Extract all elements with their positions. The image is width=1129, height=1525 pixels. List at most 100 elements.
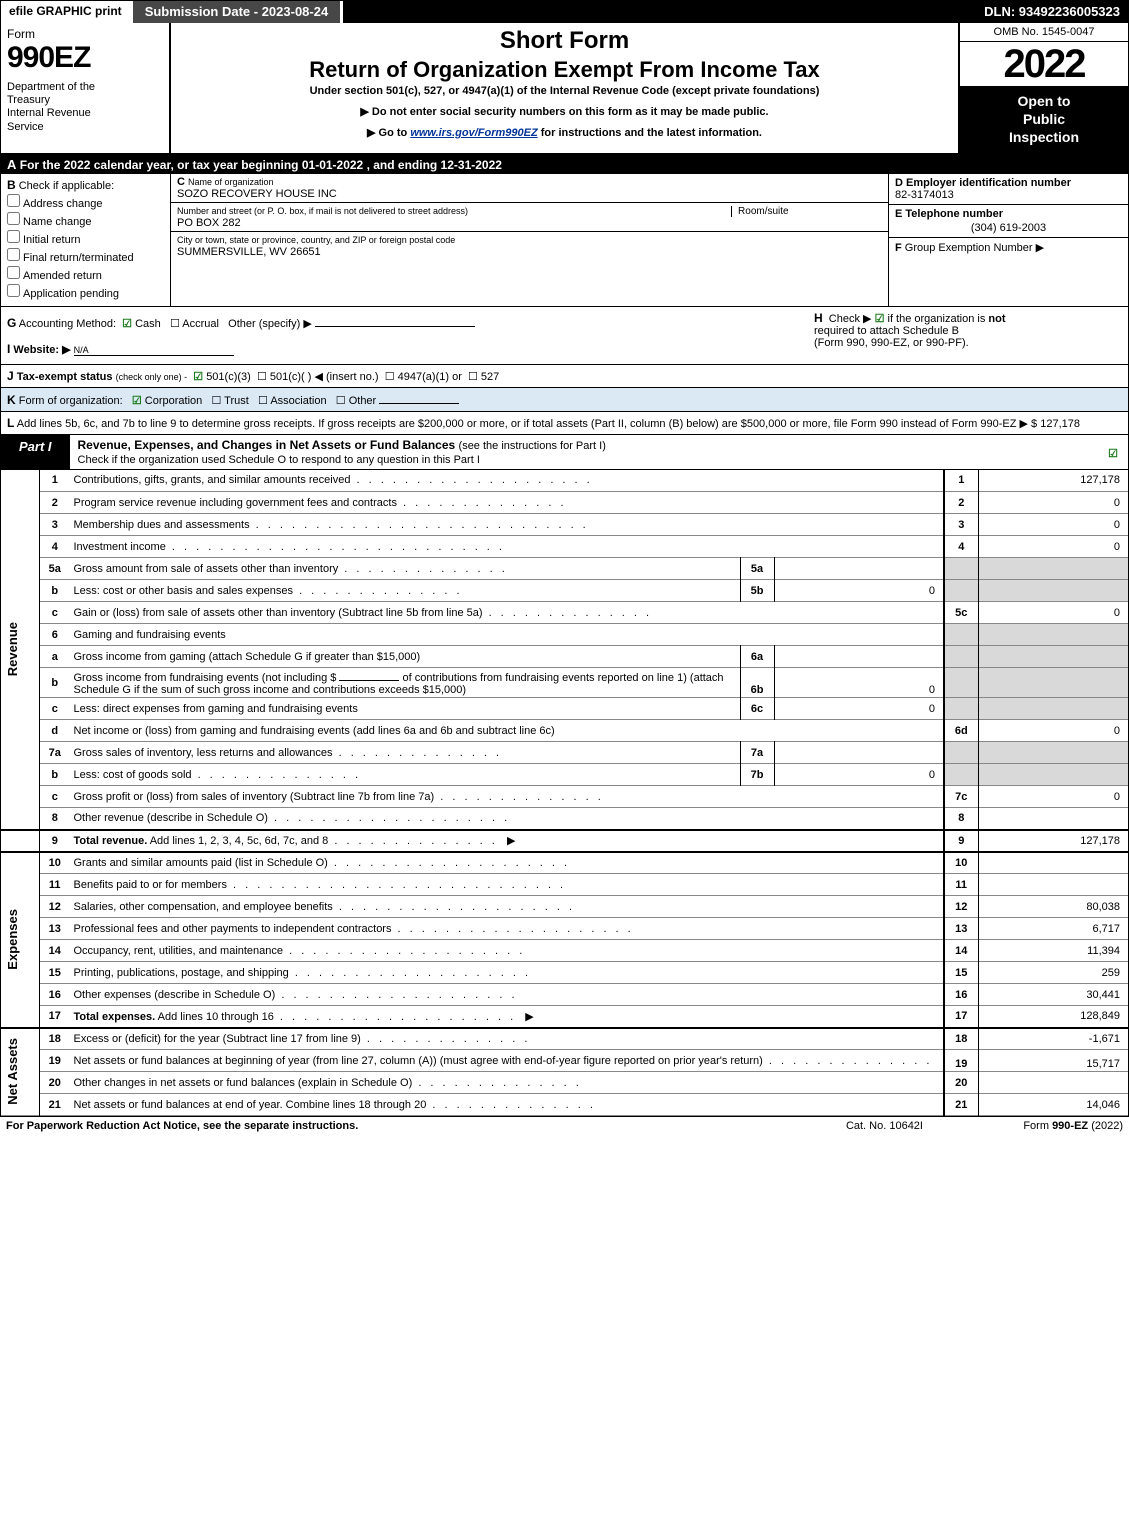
chk-amended-box[interactable] (7, 266, 20, 279)
short-form-title: Short Form (179, 27, 950, 55)
line-20: 20 Other changes in net assets or fund b… (1, 1072, 1128, 1094)
irs-link[interactable]: www.irs.gov/Form990EZ (410, 127, 537, 139)
g-side: G Accounting Method: ☑ Cash ☐ Accrual Ot… (1, 307, 808, 364)
l2-ev: 0 (978, 492, 1128, 514)
l9-arrow: ▶ (507, 835, 515, 847)
org-name: SOZO RECOVERY HOUSE INC (177, 188, 337, 200)
instruct-link: ▶ Go to www.irs.gov/Form990EZ for instru… (179, 126, 950, 139)
form-number: 990EZ (7, 41, 90, 74)
l16-desc: Other expenses (describe in Schedule O) (70, 984, 945, 1006)
l14-ev: 11,394 (978, 940, 1128, 962)
room-suite-label: Room/suite (731, 206, 789, 217)
org-address: PO BOX 282 (177, 217, 241, 229)
l17-arrow: ▶ (525, 1011, 533, 1023)
unchecked-icon: ☐ (170, 318, 180, 330)
k-label: Form of organization: (19, 395, 123, 407)
open-line1: Open to (1018, 93, 1071, 109)
chk-name[interactable]: Name change (7, 212, 164, 228)
letter-k: K (7, 393, 16, 407)
unchecked-icon: ☐ (257, 371, 267, 383)
l11-en: 11 (944, 874, 978, 896)
l20-num: 20 (40, 1072, 70, 1094)
form-header: Form 990EZ Department of theTreasuryInte… (1, 23, 1128, 155)
contrib-field[interactable] (339, 669, 399, 681)
col-c: C Name of organization SOZO RECOVERY HOU… (171, 174, 888, 306)
line-9: 9 Total revenue. Add lines 1, 2, 3, 4, 5… (1, 830, 1128, 852)
chk-amended[interactable]: Amended return (7, 266, 164, 282)
l6b-ev-gray (978, 668, 1128, 698)
chk-address[interactable]: Address change (7, 194, 164, 210)
l5b-desc: Less: cost or other basis and sales expe… (70, 580, 741, 602)
line-10: Expenses 10 Grants and similar amounts p… (1, 852, 1128, 874)
k-corp: Corporation (145, 395, 202, 407)
l6-ev-gray (978, 624, 1128, 646)
h-side: H Check ▶ ☑ if the organization is not r… (808, 307, 1128, 364)
l5c-ev: 0 (978, 602, 1128, 624)
row-a: A For the 2022 calendar year, or tax yea… (1, 155, 1128, 174)
c-addr-label: Number and street (or P. O. box, if mail… (177, 206, 468, 216)
chk-name-box[interactable] (7, 212, 20, 225)
letter-j: J (7, 369, 14, 383)
line-16: 16 Other expenses (describe in Schedule … (1, 984, 1128, 1006)
line-6c: c Less: direct expenses from gaming and … (1, 698, 1128, 720)
unchecked-icon: ☐ (385, 371, 395, 383)
unchecked-icon: ☐ (468, 371, 478, 383)
k-assoc: Association (270, 395, 326, 407)
footer-right: Form 990-EZ (2022) (923, 1120, 1123, 1132)
l6-num: 6 (40, 624, 70, 646)
l6d-desc: Net income or (loss) from gaming and fun… (70, 720, 945, 742)
tax-year: 2022 (960, 42, 1128, 86)
line-6d: d Net income or (loss) from gaming and f… (1, 720, 1128, 742)
l11-num: 11 (40, 874, 70, 896)
j-501c3: 501(c)(3) (206, 371, 251, 383)
g-other: Other (specify) ▶ (228, 318, 312, 330)
letter-c: C (177, 176, 185, 188)
row-gh: G Accounting Method: ☑ Cash ☐ Accrual Ot… (1, 307, 1128, 365)
efile-print-label[interactable]: efile GRAPHIC print (1, 1, 130, 23)
l7b-num: b (40, 764, 70, 786)
l13-ev: 6,717 (978, 918, 1128, 940)
row-j: J Tax-exempt status (check only one) - ☑… (1, 365, 1128, 388)
l21-ev: 14,046 (978, 1094, 1128, 1116)
chk-initial-box[interactable] (7, 230, 20, 243)
l12-num: 12 (40, 896, 70, 918)
l-value: $ 127,178 (1031, 418, 1080, 430)
l5b-ev-gray (978, 580, 1128, 602)
l9-num: 9 (40, 830, 70, 852)
l9-en: 9 (944, 830, 978, 852)
l7c-ev: 0 (978, 786, 1128, 808)
l5a-mn: 5a (740, 558, 774, 580)
line-3: 3 Membership dues and assessments 3 0 (1, 514, 1128, 536)
l7a-en-gray (944, 742, 978, 764)
f-label: Group Exemption Number (905, 242, 1033, 254)
chk-pending[interactable]: Application pending (7, 284, 164, 300)
header-center: Short Form Return of Organization Exempt… (171, 23, 958, 153)
line-7c: c Gross profit or (loss) from sales of i… (1, 786, 1128, 808)
l20-desc: Other changes in net assets or fund bala… (70, 1072, 945, 1094)
c-name-label: Name of organization (188, 177, 274, 187)
chk-pending-box[interactable] (7, 284, 20, 297)
l6c-num: c (40, 698, 70, 720)
chk-final[interactable]: Final return/terminated (7, 248, 164, 264)
part-1-check[interactable]: ☑ (1098, 435, 1128, 469)
part-1-title: Revenue, Expenses, and Changes in Net As… (70, 435, 1098, 469)
form-container: efile GRAPHIC print Submission Date - 20… (0, 0, 1129, 1117)
l16-en: 16 (944, 984, 978, 1006)
l-arrow: ▶ (1020, 418, 1028, 430)
l9-desc: Total revenue. Add lines 1, 2, 3, 4, 5c,… (70, 830, 945, 852)
letter-h: H (814, 311, 823, 325)
l21-num: 21 (40, 1094, 70, 1116)
chk-initial[interactable]: Initial return (7, 230, 164, 246)
instruct-ssn: ▶ Do not enter social security numbers o… (179, 105, 950, 118)
arrow-icon: ▶ (360, 106, 372, 118)
chk-final-box[interactable] (7, 248, 20, 261)
website-field[interactable]: N/A (74, 344, 234, 356)
footer-cat: Cat. No. 10642I (846, 1120, 923, 1132)
k-other-field[interactable] (379, 392, 459, 404)
letter-a: A (7, 157, 16, 172)
chk-address-box[interactable] (7, 194, 20, 207)
l3-num: 3 (40, 514, 70, 536)
l5a-num: 5a (40, 558, 70, 580)
other-specify-field[interactable] (315, 315, 475, 327)
line-14: 14 Occupancy, rent, utilities, and maint… (1, 940, 1128, 962)
